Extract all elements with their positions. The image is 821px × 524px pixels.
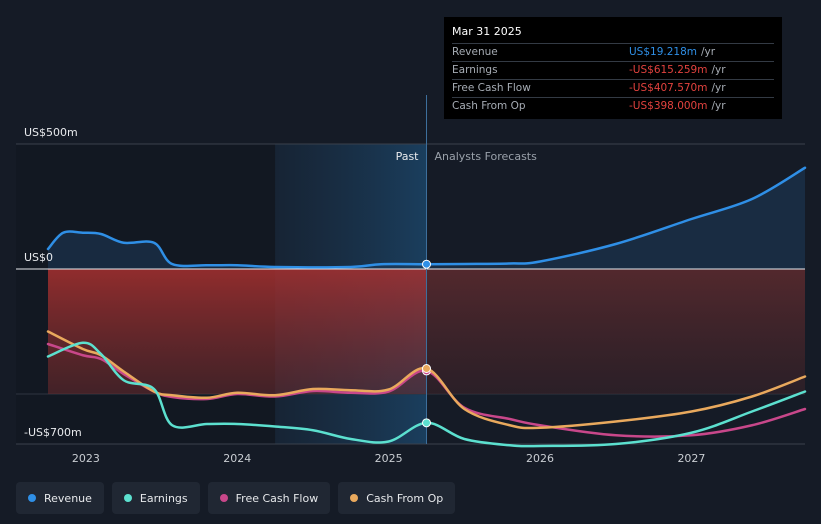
tooltip-unit: /yr (701, 46, 716, 58)
series-line-revenue (46, 166, 807, 269)
legend-item-earnings[interactable]: Earnings (111, 482, 200, 514)
legend-label: Cash From Op (366, 491, 444, 505)
legend-item-free-cash-flow[interactable]: Free Cash Flow (207, 482, 331, 514)
past-label: Past (396, 150, 420, 163)
chart-canvas: US$500m US$0 -US$700m Past Analysts Forecast… (16, 95, 807, 465)
tooltip-label: Cash From Op (452, 100, 526, 112)
forecast-label: Analysts Forecasts (435, 150, 538, 163)
legend: Revenue Earnings Free Cash Flow Cash Fro… (16, 482, 456, 514)
x-tick-label: 2026 (526, 452, 554, 465)
series-line-earnings (46, 341, 807, 448)
x-tick-label: 2027 (677, 452, 705, 465)
tooltip-row-earnings: Earnings -US$615.259m /yr (452, 61, 774, 79)
revenue-area (48, 167, 805, 269)
tooltip-unit: /yr (711, 100, 726, 112)
legend-item-revenue[interactable]: Revenue (16, 482, 104, 514)
series-marker-earnings (422, 418, 431, 428)
negative-area-past (48, 269, 427, 394)
tooltip-label: Revenue (452, 46, 498, 58)
y-label-bottom: -US$700m (24, 426, 82, 439)
legend-dot-icon (28, 494, 36, 502)
legend-item-cash-from-op[interactable]: Cash From Op (338, 482, 456, 514)
legend-label: Earnings (139, 491, 188, 505)
tooltip-row-revenue: Revenue US$19.218m /yr (452, 43, 774, 61)
tooltip-unit: /yr (711, 64, 726, 76)
series-line-free-cash-flow (46, 342, 807, 438)
series-marker-cash-from-op (422, 364, 431, 373)
legend-dot-icon (350, 494, 359, 502)
tooltip-value: -US$615.259m (629, 64, 708, 76)
tooltip-value: US$19.218m (629, 46, 697, 58)
tooltip-value: -US$398.000m (629, 100, 708, 112)
series-line-cash-from-op (46, 330, 807, 430)
series-marker-revenue (422, 259, 431, 269)
x-tick-label: 2023 (72, 452, 100, 465)
tooltip-row-cash-from-op: Cash From Op -US$398.000m /yr (452, 97, 774, 115)
x-tick-label: 2025 (375, 452, 403, 465)
y-label-zero: US$0 (24, 251, 53, 264)
tooltip-row-free-cash-flow: Free Cash Flow -US$407.570m /yr (452, 79, 774, 97)
tooltip-label: Free Cash Flow (452, 82, 531, 94)
legend-label: Free Cash Flow (235, 491, 319, 505)
legend-dot-icon (123, 494, 132, 502)
negative-area-forecast (426, 269, 805, 394)
tooltip-label: Earnings (452, 64, 498, 76)
tooltip-unit: /yr (711, 82, 726, 94)
tooltip-date: Mar 31 2025 (452, 25, 522, 38)
x-tick-label: 2024 (223, 452, 251, 465)
legend-label: Revenue (44, 491, 92, 505)
legend-dot-icon (219, 494, 228, 502)
y-label-top: US$500m (24, 126, 78, 139)
tooltip: Mar 31 2025 Revenue US$19.218m /yr Earni… (444, 17, 782, 119)
tooltip-value: -US$407.570m (629, 82, 708, 94)
